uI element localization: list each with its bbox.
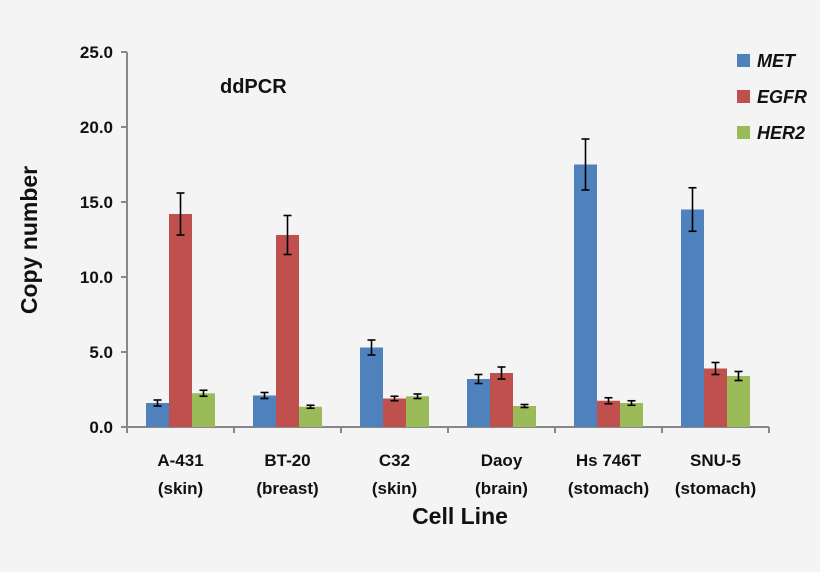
bar-egfr [704, 368, 727, 427]
bar-met [574, 164, 597, 427]
legend-label-met: MET [757, 51, 797, 71]
x-tick-label: A-431 [157, 451, 203, 470]
x-tick-label: SNU-5 [690, 451, 741, 470]
bar-her2 [620, 403, 643, 427]
y-tick-label: 25.0 [80, 43, 113, 62]
x-tick-sublabel: (brain) [475, 479, 528, 498]
x-tick-label: BT-20 [264, 451, 310, 470]
bar-her2 [406, 396, 429, 427]
x-tick-sublabel: (skin) [372, 479, 417, 498]
bar-her2 [513, 406, 536, 427]
x-axis-label: Cell Line [412, 503, 508, 529]
bar-egfr [169, 214, 192, 427]
chart-title: ddPCR [220, 76, 287, 98]
legend-label-egfr: EGFR [757, 87, 807, 107]
bar-met [681, 209, 704, 427]
bar-met [253, 395, 276, 427]
legend-swatch-met [737, 54, 750, 67]
y-tick-label: 5.0 [89, 343, 113, 362]
y-tick-label: 15.0 [80, 193, 113, 212]
x-tick-label: Daoy [481, 451, 523, 470]
x-tick-label: Hs 746T [576, 451, 642, 470]
bar-her2 [727, 376, 750, 427]
x-tick-sublabel: (stomach) [568, 479, 649, 498]
bar-her2 [192, 393, 215, 427]
y-tick-label: 20.0 [80, 118, 113, 137]
x-tick-sublabel: (breast) [256, 479, 318, 498]
bar-her2 [299, 406, 322, 427]
y-axis-label: Copy number [16, 166, 42, 314]
bar-egfr [597, 400, 620, 427]
x-tick-label: C32 [379, 451, 410, 470]
x-tick-sublabel: (skin) [158, 479, 203, 498]
x-tick-sublabel: (stomach) [675, 479, 756, 498]
bar-met [467, 379, 490, 427]
y-tick-label: 0.0 [89, 418, 113, 437]
bar-egfr [276, 235, 299, 427]
bar-met [146, 403, 169, 427]
bar-met [360, 347, 383, 427]
bar-egfr [383, 398, 406, 427]
y-tick-label: 10.0 [80, 268, 113, 287]
legend-label-her2: HER2 [757, 123, 805, 143]
legend-swatch-egfr [737, 90, 750, 103]
legend-swatch-her2 [737, 126, 750, 139]
bar-egfr [490, 373, 513, 427]
